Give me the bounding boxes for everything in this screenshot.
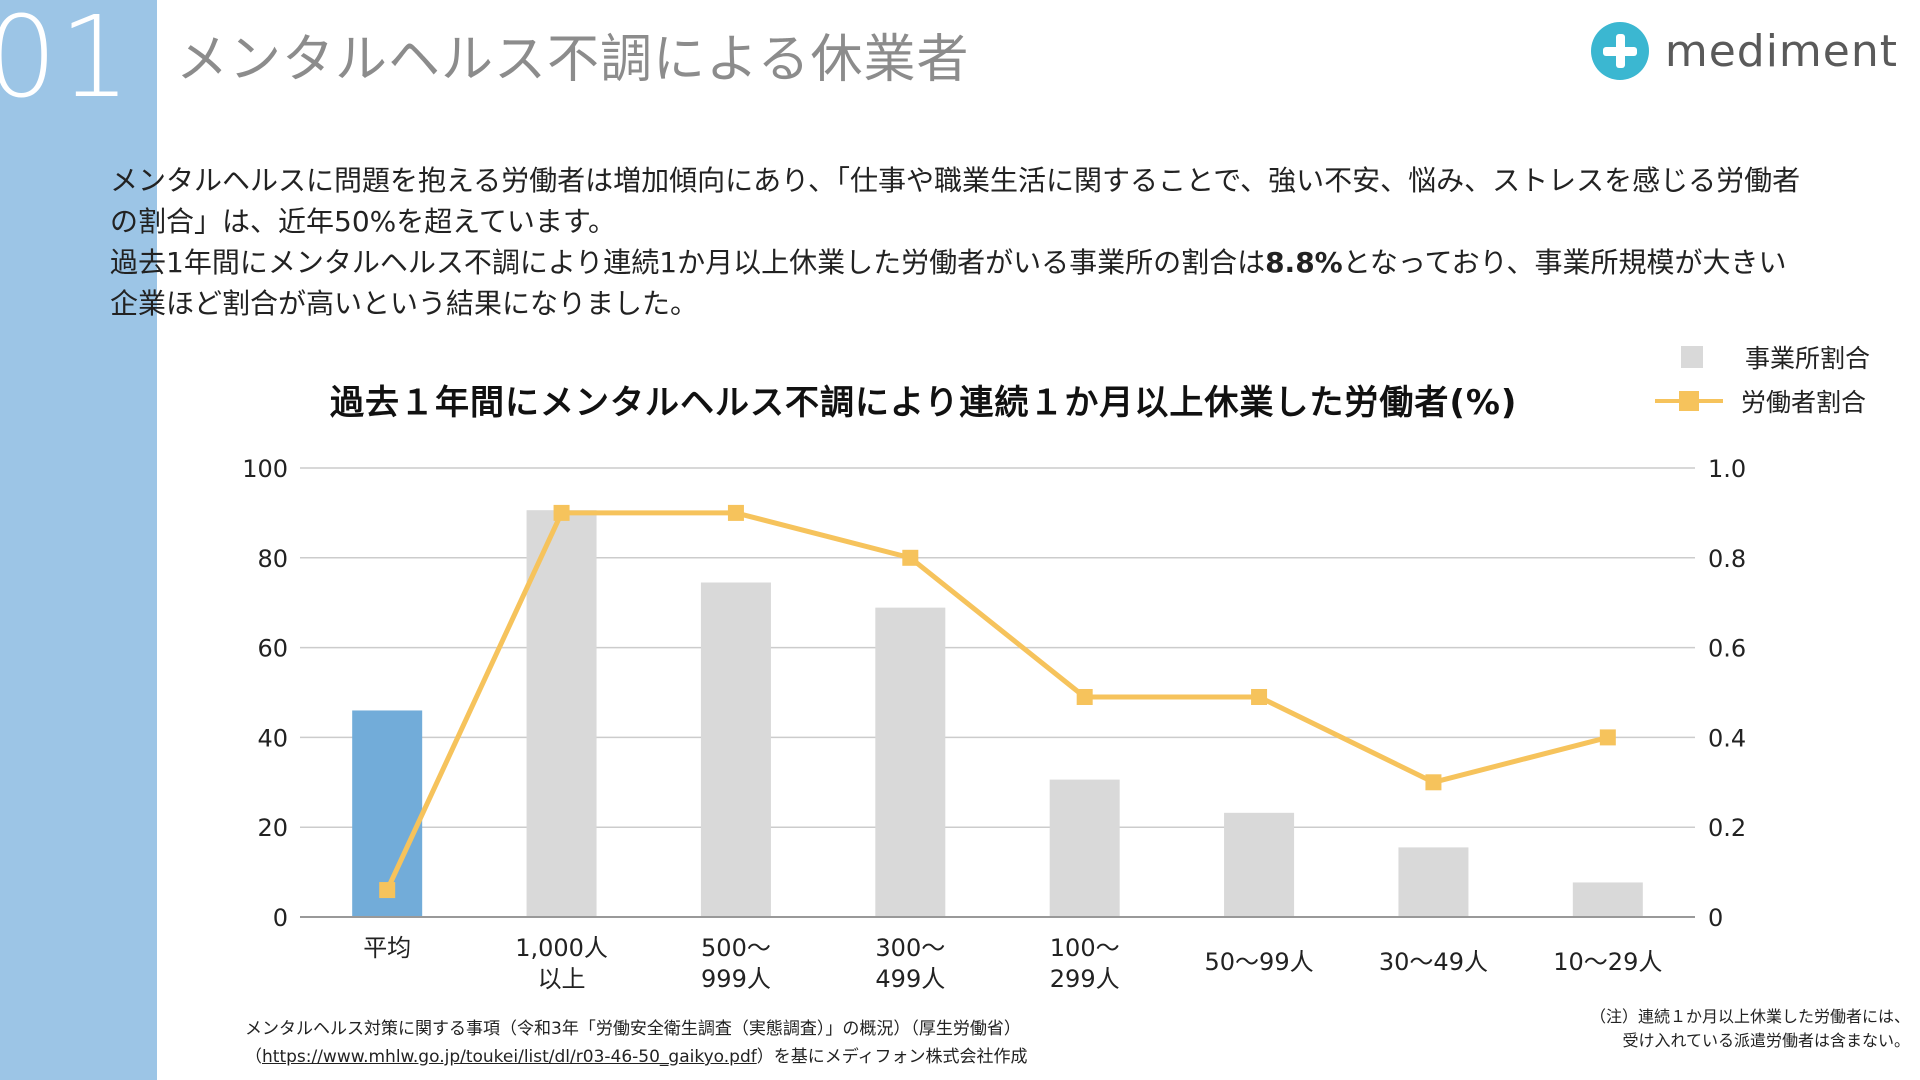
legend-line-swatch [1655,390,1723,412]
x-tick-label: 以上 [538,965,586,993]
x-tick-label: 10〜29人 [1553,948,1662,976]
source-paren-open: （ [245,1047,262,1067]
legend-item-line: 労働者割合 [1655,379,1870,423]
x-tick-label: 499人 [875,965,945,993]
y-left-tick-label: 0 [273,904,288,932]
intro-text: メンタルヘルスに問題を抱える労働者は増加傾向にあり、「仕事や職業生活に関すること… [110,160,1810,324]
line-point-marker [727,504,744,521]
y-left-tick-label: 80 [257,545,288,573]
bar [875,607,946,917]
y-right-tick-label: 0.6 [1708,635,1746,663]
source-line-2: （https://www.mhlw.go.jp/toukei/list/dl/r… [245,1043,1028,1071]
y-right-tick-label: 0.2 [1708,814,1746,842]
brand: mediment [1590,22,1898,80]
note-line-2: 受け入れている派遣労働者は含まない。 [1622,1031,1910,1050]
y-right-tick-label: 0.4 [1708,724,1746,752]
line-point-marker [1076,688,1093,705]
intro-text-before: 過去1年間にメンタルヘルス不調により連続1か月以上休業した労働者がいる事業所の割… [110,246,1266,279]
line-point-marker [1251,688,1268,705]
y-left-tick-label: 100 [242,455,288,483]
chart-note: （注）連続１か月以上休業した労働者には、 受け入れている派遣労働者は含まない。 [1510,1005,1910,1053]
plus-cross-logo-icon [1590,22,1649,80]
note-line-1: （注）連続１か月以上休業した労働者には、 [1589,1007,1910,1026]
bar [1224,812,1295,917]
bar [700,582,771,917]
intro-paragraph-2: 過去1年間にメンタルヘルス不調により連続1か月以上休業した労働者がいる事業所の割… [110,242,1810,324]
bar [1049,779,1120,917]
y-left-tick-label: 60 [257,635,288,663]
bar [526,510,597,917]
line-point-marker [1599,729,1616,746]
brand-name: mediment [1664,25,1898,77]
intro-text-after: となっており、事業所規模が大きい企業ほど割合が高いという結果になりました。 [110,246,1787,320]
line-point-marker [379,882,396,899]
line-series-path [384,510,1609,892]
source-line-2-tail: ）を基にメディフォン株式会社作成 [756,1047,1028,1067]
intro-paragraph-1: メンタルヘルスに問題を抱える労働者は増加傾向にあり、「仕事や職業生活に関すること… [110,164,1801,238]
bar [1572,882,1643,917]
bar [1398,847,1469,917]
chart-legend: 事業所割合 労働者割合 [1655,335,1870,423]
legend-item-bar: 事業所割合 [1655,335,1870,379]
legend-line-label: 労働者割合 [1741,388,1867,417]
x-tick-label: 999人 [701,965,771,993]
source-citation: メンタルヘルス対策に関する事項（令和3年「労働安全衛生調査（実態調査）」の概況）… [245,1015,1028,1071]
x-tick-label: 500〜 [701,934,771,962]
y-left-tick-label: 20 [257,814,288,842]
y-right-tick-label: 0.8 [1708,545,1746,573]
line-point-marker [1425,774,1442,791]
legend-bar-swatch [1681,346,1703,368]
x-tick-label: 100〜 [1050,934,1120,962]
line-point-marker [553,504,570,521]
line-point-marker [902,549,919,566]
page-title: メンタルヘルス不調による休業者 [176,30,970,90]
x-tick-label: 50〜99人 [1205,948,1314,976]
chart-title: 過去１年間にメンタルヘルス不調により連続１か月以上休業した労働者(%) [330,383,1518,423]
x-tick-label: 1,000人 [515,934,608,962]
x-tick-label: 299人 [1050,965,1120,993]
y-right-tick-label: 1.0 [1708,455,1746,483]
y-right-tick-label: 0 [1708,904,1723,932]
x-tick-label: 30〜49人 [1379,948,1488,976]
x-tick-label: 300〜 [875,934,945,962]
source-link[interactable]: https://www.mhlw.go.jp/toukei/list/dl/r0… [262,1047,757,1067]
section-number: 01 [0,0,133,123]
intro-emphasis: 8.8% [1265,246,1343,279]
x-tick-label: 平均 [363,934,411,962]
y-left-tick-label: 40 [257,724,288,752]
side-bar [0,0,157,1080]
source-line-1: メンタルヘルス対策に関する事項（令和3年「労働安全衛生調査（実態調査）」の概況）… [245,1019,1021,1039]
legend-bar-label: 事業所割合 [1745,344,1871,373]
